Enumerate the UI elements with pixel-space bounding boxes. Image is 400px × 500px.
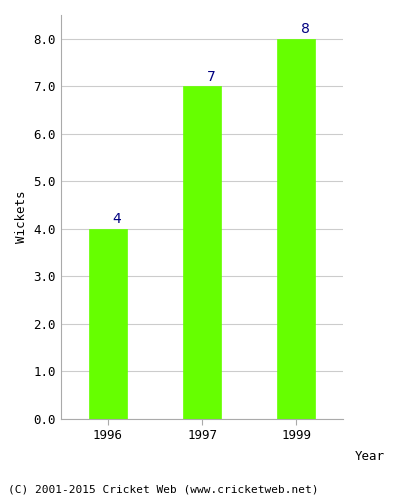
- Text: 7: 7: [207, 70, 216, 84]
- Text: 4: 4: [113, 212, 122, 226]
- Bar: [278, 39, 315, 419]
- Text: 8: 8: [301, 22, 310, 36]
- Text: Year: Year: [355, 450, 385, 462]
- Bar: [89, 229, 127, 419]
- Bar: [183, 86, 221, 419]
- Y-axis label: Wickets: Wickets: [15, 190, 28, 243]
- Text: (C) 2001-2015 Cricket Web (www.cricketweb.net): (C) 2001-2015 Cricket Web (www.cricketwe…: [8, 485, 318, 495]
